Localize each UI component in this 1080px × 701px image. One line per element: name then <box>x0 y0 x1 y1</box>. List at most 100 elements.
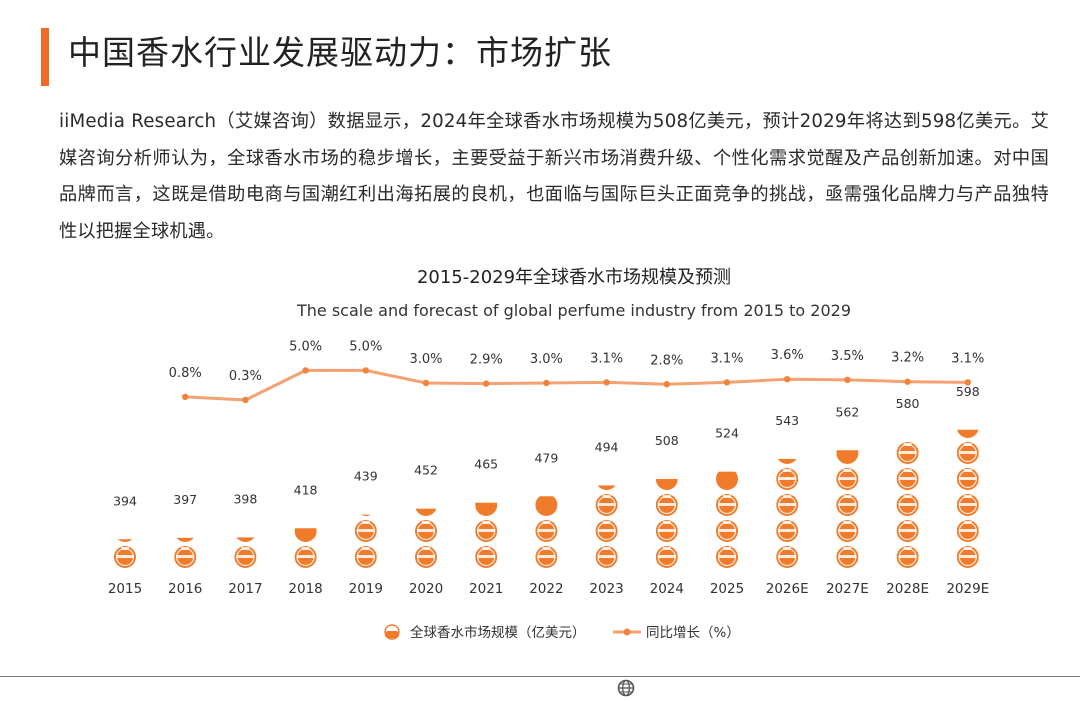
bar-icon <box>716 520 738 542</box>
growth-value-label: 2.8% <box>650 353 683 368</box>
bar-icon <box>896 468 919 490</box>
bar-icon <box>956 468 979 490</box>
bar-icon <box>475 520 498 542</box>
bar-icon <box>776 494 799 516</box>
x-tick-label: 2027E <box>826 581 869 597</box>
bar-2020: 452 <box>414 463 438 568</box>
bar-value-label: 580 <box>896 396 920 411</box>
bar-icon <box>415 546 437 568</box>
growth-point <box>784 376 791 383</box>
bar-value-label: 508 <box>655 433 679 448</box>
bar-2024: 508 <box>655 433 679 568</box>
bar-icon <box>836 546 859 568</box>
bar-icon <box>716 494 738 516</box>
bars-layer: 394 397 398 418 439 452 465 479 494 508 524 543 562 5… <box>113 384 980 568</box>
growth-line-layer: 0.8% 0.3% 5.0% 5.0% 3.0% 2.9% 3.0% 3.1% 2.8% 3.1%… <box>169 339 984 404</box>
x-tick-label: 2017 <box>228 581 262 597</box>
x-tick-label: 2018 <box>288 581 322 597</box>
bar-icon <box>896 546 919 568</box>
growth-point <box>723 379 731 386</box>
globe-logo-icon <box>617 679 635 697</box>
legend-item-market-size: 全球香水市场规模（亿美元） <box>384 624 586 641</box>
bar-icon <box>956 546 979 568</box>
bar-2018: 418 <box>294 482 318 568</box>
bar-icon-partial <box>716 471 738 490</box>
bar-icon <box>294 546 317 568</box>
bar-2029E: 598 <box>956 384 980 568</box>
growth-point <box>422 379 430 387</box>
bar-icon <box>234 546 257 568</box>
growth-value-label: 0.3% <box>229 369 262 384</box>
bar-icon <box>354 546 377 568</box>
bar-icon <box>535 520 558 542</box>
bar-2023: 494 <box>595 439 619 568</box>
bar-icon-partial <box>535 496 558 516</box>
bar-2016: 397 <box>173 492 197 568</box>
bar-icon <box>655 520 678 542</box>
bar-icon <box>836 494 859 516</box>
x-tick-label: 2023 <box>589 581 623 597</box>
bar-value-label: 452 <box>414 463 438 478</box>
growth-point <box>302 367 309 374</box>
bar-icon <box>655 546 678 568</box>
bar-value-label: 479 <box>534 450 558 465</box>
bar-icon <box>836 520 859 542</box>
growth-value-label: 3.2% <box>891 351 924 366</box>
page-title: 中国香水行业发展驱动力：市场扩张 <box>68 33 612 72</box>
bar-icon <box>595 494 618 516</box>
bar-icon <box>716 546 738 568</box>
growth-line <box>185 368 968 402</box>
growth-point <box>483 380 490 387</box>
x-tick-label: 2019 <box>349 581 383 597</box>
bar-icon-partial <box>294 528 317 542</box>
bar-icon-partial <box>234 537 257 542</box>
bar-2021: 465 <box>474 457 498 568</box>
growth-value-label: 0.8% <box>169 366 202 381</box>
growth-value-label: 3.0% <box>409 352 442 367</box>
x-tick-label: 2016 <box>168 581 202 597</box>
x-axis: 2015 2016 2017 2018 2019 2020 2021 2022 2023 2024… <box>108 581 989 597</box>
bar-2017: 398 <box>233 491 257 568</box>
bar-icon-partial <box>114 539 136 542</box>
x-tick-label: 2021 <box>469 581 503 597</box>
bar-value-label: 562 <box>835 404 859 419</box>
bar-icon-partial <box>354 514 377 516</box>
bar-value-label: 394 <box>113 493 137 508</box>
bar-2025: 524 <box>715 426 739 568</box>
bar-icon-partial <box>595 485 618 490</box>
bar-icon <box>475 546 498 568</box>
growth-point <box>904 378 911 385</box>
bar-2027E: 562 <box>835 404 859 568</box>
growth-value-label: 3.1% <box>590 351 623 366</box>
bar-icon-partial <box>174 537 197 542</box>
growth-value-label: 5.0% <box>289 339 322 354</box>
x-tick-label: 2022 <box>529 581 563 597</box>
bar-icon <box>956 494 979 516</box>
bar-value-label: 418 <box>294 482 318 497</box>
bar-icon <box>595 546 618 568</box>
growth-point <box>603 379 610 386</box>
bar-icon <box>956 520 979 542</box>
intro-paragraph: iiMedia Research（艾媒咨询）数据显示，2024年全球香水市场规模… <box>59 111 1049 242</box>
bar-icon-partial <box>415 508 437 516</box>
legend-marker-icon <box>623 628 631 636</box>
bar-2019: 439 <box>354 469 378 568</box>
x-tick-label: 2020 <box>409 581 443 597</box>
x-tick-label: 2024 <box>650 581 684 597</box>
title-accent-bar <box>41 28 49 86</box>
bar-2022: 479 <box>534 450 558 568</box>
legend-label-market-size: 全球香水市场规模（亿美元） <box>410 624 586 641</box>
footer-divider <box>0 676 1080 677</box>
bar-icon <box>836 468 859 490</box>
bar-value-label: 397 <box>173 492 197 507</box>
bar-icon-partial <box>836 450 859 464</box>
bar-icon <box>174 546 197 568</box>
growth-value-label: 3.5% <box>831 349 864 364</box>
growth-value-label: 3.1% <box>951 351 984 366</box>
bar-icon <box>595 520 618 542</box>
growth-value-label: 2.9% <box>470 353 503 368</box>
bar-icon-partial <box>776 458 799 464</box>
x-tick-label: 2028E <box>886 581 929 597</box>
growth-value-label: 3.1% <box>710 351 743 366</box>
bar-icon-partial <box>956 429 979 438</box>
